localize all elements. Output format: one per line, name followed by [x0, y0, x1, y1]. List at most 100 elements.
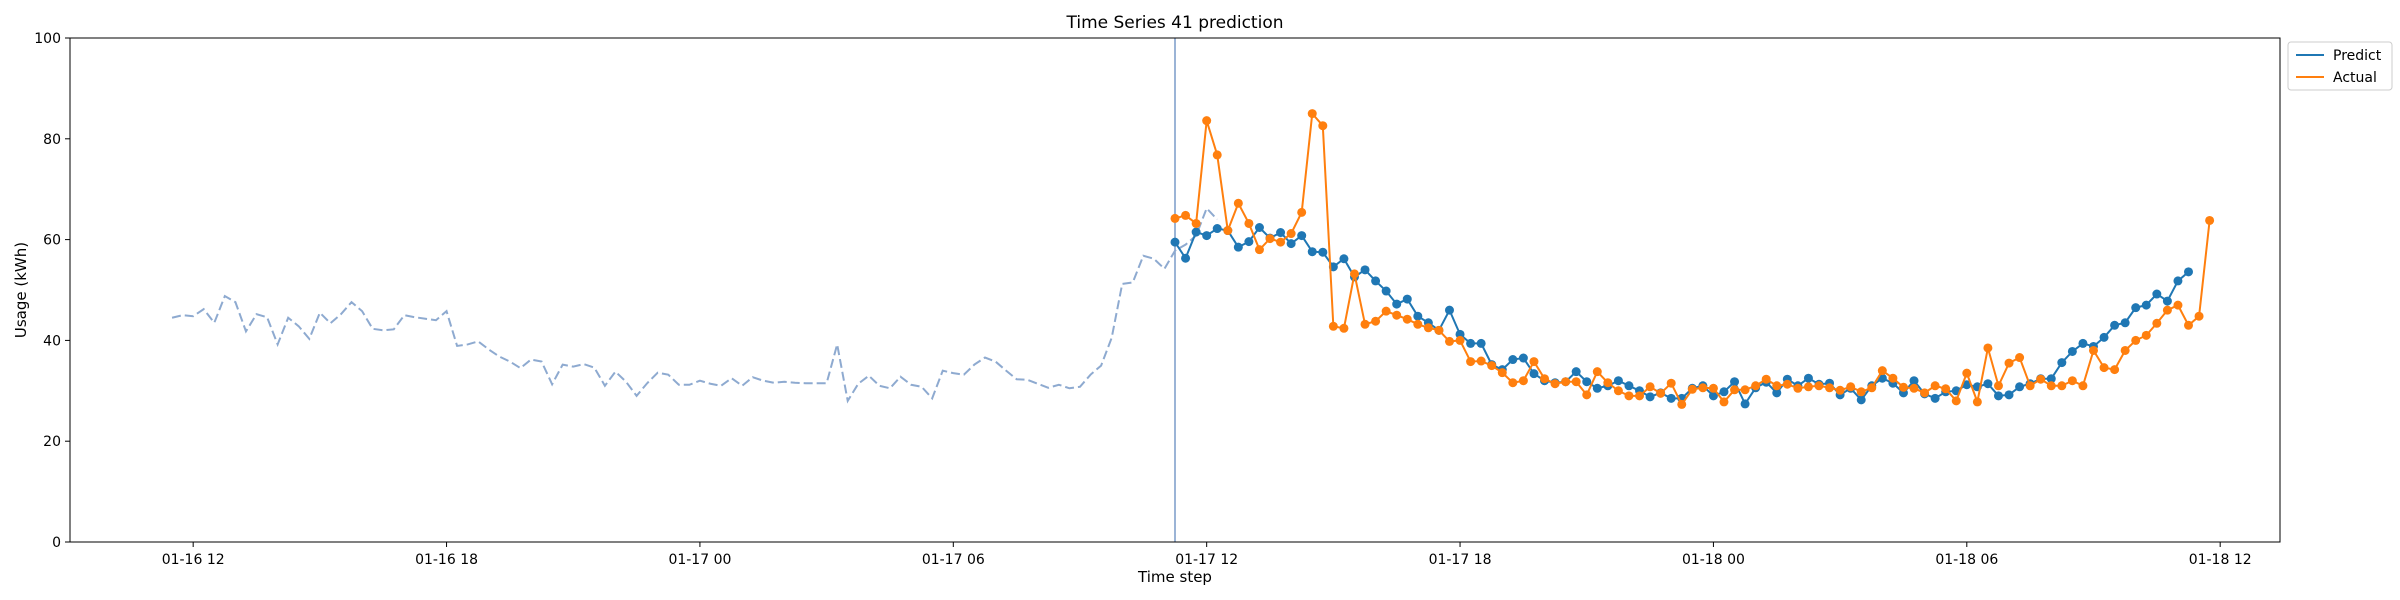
actual-point — [1624, 391, 1634, 401]
actual-point — [1666, 378, 1676, 388]
predict-point — [1909, 376, 1919, 386]
actual-point — [1793, 383, 1803, 393]
actual-point — [1962, 368, 1972, 378]
actual-point — [1930, 381, 1940, 391]
predict-point — [1930, 393, 1940, 403]
predict-point — [1772, 388, 1782, 398]
actual-point — [1476, 356, 1486, 366]
history-series — [171, 206, 1218, 404]
actual-point — [1772, 381, 1782, 391]
actual-point — [1286, 229, 1296, 239]
predict-point — [1191, 227, 1201, 237]
actual-point — [1582, 390, 1592, 400]
actual-point — [1360, 319, 1370, 329]
actual-point — [1920, 388, 1930, 398]
predict-point — [1666, 393, 1676, 403]
predict-point — [1381, 286, 1391, 296]
predict-point — [1402, 294, 1412, 304]
actual-point — [1677, 399, 1687, 409]
actual-point — [2046, 381, 2056, 391]
history-line — [171, 206, 1218, 404]
actual-point — [1814, 381, 1824, 391]
actual-point — [1518, 376, 1528, 386]
x-axis: 01-16 12 01-16 18 01-17 00 01-17 06 01-17 12… — [162, 542, 2252, 568]
actual-point — [1550, 379, 1560, 389]
actual-point — [1782, 379, 1792, 389]
actual-point — [1307, 109, 1317, 119]
predict-point — [1529, 369, 1539, 379]
actual-point — [1941, 384, 1951, 394]
actual-point — [1719, 397, 1729, 407]
actual-point — [1328, 321, 1338, 331]
predict-point — [2015, 382, 2025, 392]
actual-point — [1371, 316, 1381, 326]
actual-point — [1698, 383, 1708, 393]
actual-point — [1909, 383, 1919, 393]
actual-point — [2110, 365, 2120, 375]
predict-point — [1993, 391, 2003, 401]
predict-point — [1476, 338, 1486, 348]
predict-point — [1592, 383, 1602, 393]
predict-point — [2131, 303, 2141, 313]
y-tick-label: 100 — [34, 31, 61, 47]
predict-point — [1856, 395, 1866, 405]
legend-label-actual: Actual — [2333, 70, 2377, 86]
actual-point — [1803, 382, 1813, 392]
predict-point — [2110, 320, 2120, 330]
predict-point — [1307, 247, 1317, 257]
actual-point — [1402, 314, 1412, 324]
plot-frame — [69, 37, 2281, 543]
actual-point — [1212, 150, 1222, 160]
actual-point — [1318, 121, 1328, 131]
actual-point — [1835, 385, 1845, 395]
y-axis-title: Usage (kWh) — [12, 242, 30, 338]
predict-point — [2141, 300, 2151, 310]
actual-point — [1972, 397, 1982, 407]
actual-point — [2036, 374, 2046, 384]
actual-point — [1297, 207, 1307, 217]
actual-point — [1434, 325, 1444, 335]
x-tick-label: 01-18 06 — [1935, 552, 1998, 568]
actual-point — [1413, 319, 1423, 329]
actual-point — [1455, 335, 1465, 345]
actual-point — [2194, 311, 2204, 321]
legend-label-predict: Predict — [2333, 48, 2382, 64]
actual-point — [1898, 382, 1908, 392]
actual-point — [1339, 323, 1349, 333]
predict-point — [2067, 346, 2077, 356]
actual-point — [1846, 382, 1856, 392]
actual-point — [1740, 385, 1750, 395]
actual-point — [1508, 378, 1518, 388]
actual-point — [1181, 210, 1191, 220]
predict-point — [1413, 311, 1423, 321]
predict-point — [2004, 390, 2014, 400]
predict-point — [1962, 380, 1972, 390]
actual-point — [1888, 373, 1898, 383]
actual-point — [2004, 358, 2014, 368]
actual-point — [2057, 381, 2067, 391]
predict-point — [1983, 379, 1993, 389]
predict-point — [1444, 305, 1454, 315]
actual-point — [1466, 357, 1476, 367]
y-axis: 0 20 40 60 80 100 — [34, 31, 70, 551]
predict-point — [1571, 367, 1581, 377]
predict-point — [1276, 228, 1286, 238]
actual-point — [2152, 318, 2162, 328]
predict-point — [1719, 387, 1729, 397]
predict-point — [1508, 355, 1518, 365]
predict-point — [2184, 267, 2193, 277]
y-tick-label: 40 — [43, 333, 61, 349]
actual-point — [1867, 383, 1877, 393]
predict-point — [1339, 254, 1349, 264]
actual-point — [1529, 357, 1539, 367]
predict-point — [1518, 353, 1528, 363]
predict-point — [1803, 373, 1813, 383]
x-tick-label: 01-17 00 — [668, 552, 731, 568]
actual-point — [1983, 343, 1993, 353]
predict-point — [1645, 392, 1655, 402]
predict-point — [1582, 377, 1592, 387]
x-tick-label: 01-16 18 — [415, 552, 478, 568]
actual-point — [2099, 363, 2109, 373]
